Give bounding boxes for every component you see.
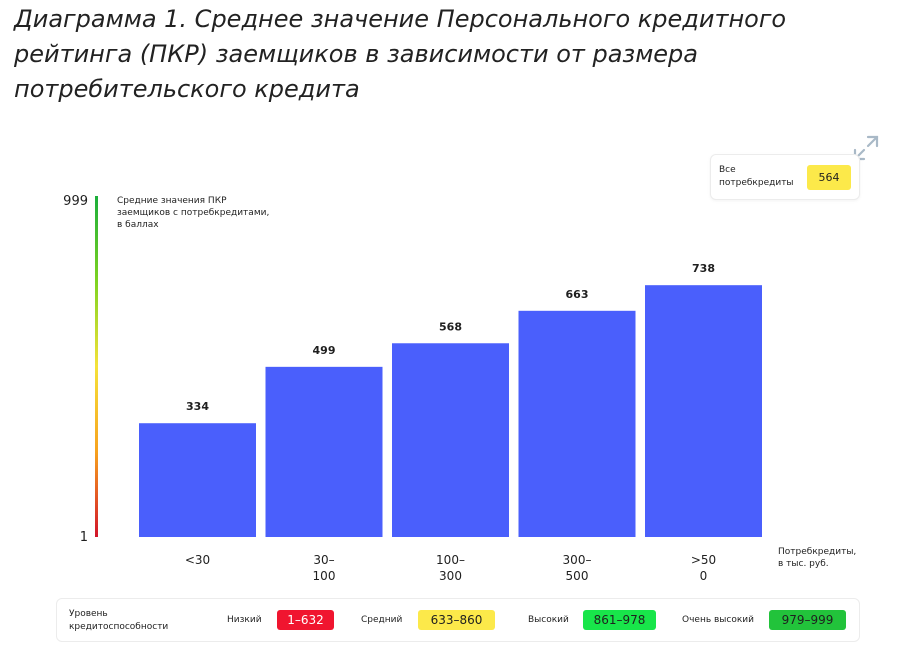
page-title: Диаграмма 1. Среднее значение Персональн…: [14, 5, 787, 103]
total-box: Все потребкредиты 564: [710, 154, 860, 200]
x-tick-label: 30– 100: [313, 553, 336, 583]
bar: [265, 366, 383, 537]
y-axis-label: Средние значения ПКР заемщиков с потребкр…: [117, 196, 269, 230]
bar: [645, 285, 762, 537]
legend-level-range-badge: 1–632: [277, 610, 334, 630]
bar-data-label: 499: [313, 344, 336, 357]
bar: [392, 343, 509, 537]
legend-level-name: Высокий: [528, 615, 569, 625]
legend-level-range-badge: 633–860: [418, 610, 495, 630]
bar-data-label: 568: [439, 320, 462, 333]
credit-level-legend: Уровень кредитоспособности Низкий 1–632 Ср…: [56, 598, 860, 642]
bar-chart: 999 1 Средние значения ПКР заемщиков с потр…: [63, 194, 856, 583]
legend-level-name: Очень высокий: [682, 615, 754, 625]
x-axis-label: Потребкредиты, в тыс. руб.: [778, 547, 856, 569]
bar-data-label: 663: [566, 288, 589, 301]
x-tick-label: 100– 300: [436, 553, 465, 583]
bar-data-label: 738: [692, 262, 715, 275]
legend-title: Уровень кредитоспособности: [69, 609, 169, 632]
total-value-badge: 564: [807, 165, 851, 190]
bar-data-label: 334: [186, 400, 209, 413]
x-tick-label: <30: [185, 553, 210, 567]
bar: [139, 423, 256, 537]
x-tick-label: >50 0: [691, 553, 716, 583]
y-tick-label: 999: [63, 194, 88, 209]
legend-level-range-badge: 979–999: [769, 610, 846, 630]
y-axis-gradient: [95, 196, 98, 537]
bar: [518, 310, 636, 537]
x-tick-label: 300– 500: [563, 553, 592, 583]
legend-level-name: Низкий: [227, 615, 262, 625]
total-label: Все потребкредиты: [719, 165, 794, 188]
legend-level-name: Средний: [361, 615, 403, 625]
y-tick-label: 1: [80, 530, 88, 545]
legend-level-range-badge: 861–978: [583, 610, 656, 630]
